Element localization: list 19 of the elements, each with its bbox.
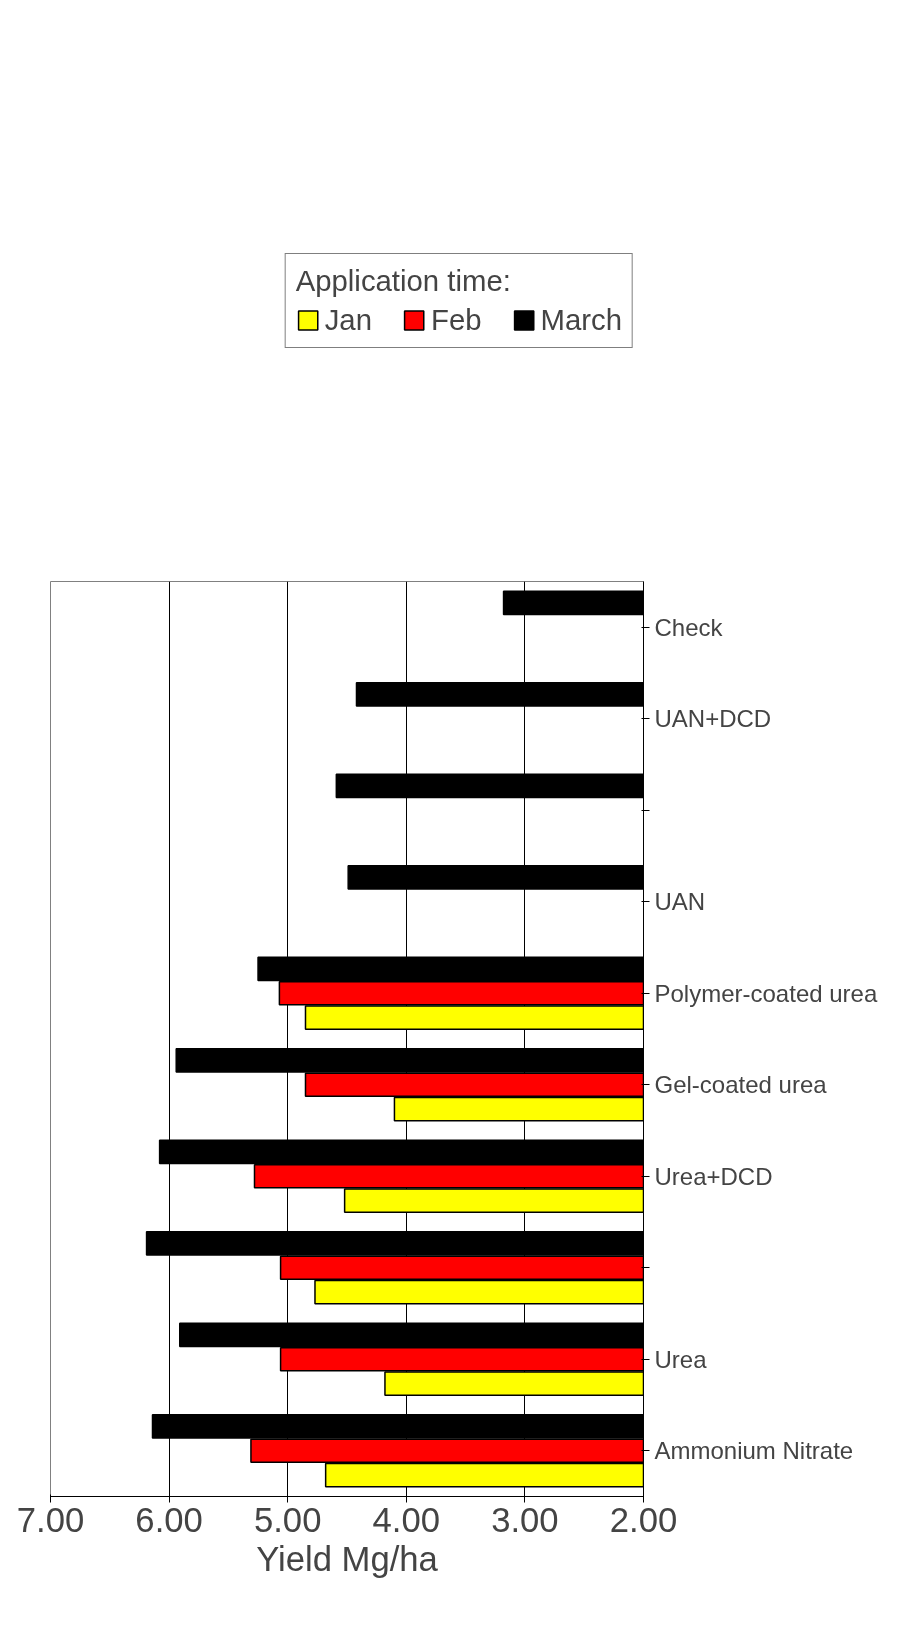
y-tick-label: UAN <box>654 888 706 916</box>
y-tick-label: Urea+DCD <box>654 1162 773 1190</box>
y-tick-label: Polymer-coated urea <box>654 979 878 1007</box>
x-tick-label: 5.00 <box>253 1500 322 1539</box>
x-tick-label: 2.00 <box>609 1500 678 1539</box>
legend-label: Jan <box>324 303 372 337</box>
x-tick-label: 3.00 <box>491 1500 559 1539</box>
x-tick-label: 4.00 <box>372 1500 441 1539</box>
y-tick-label: UAN+DCD <box>654 705 772 733</box>
legend-title: Application time: <box>295 264 512 298</box>
y-tick-label: Urea <box>654 1345 708 1373</box>
y-tick-label: Check <box>654 613 724 641</box>
y-tick-label: Gel-coated urea <box>654 1071 828 1099</box>
x-tick-label: 7.00 <box>16 1500 85 1539</box>
x-axis-title: Yield Mg/ha <box>256 1539 439 1578</box>
x-tick-label: 6.00 <box>135 1500 203 1539</box>
legend-label: March <box>540 303 622 337</box>
legend-label: Feb <box>430 303 482 337</box>
y-tick-label: Ammonium Nitrate <box>654 1437 854 1465</box>
